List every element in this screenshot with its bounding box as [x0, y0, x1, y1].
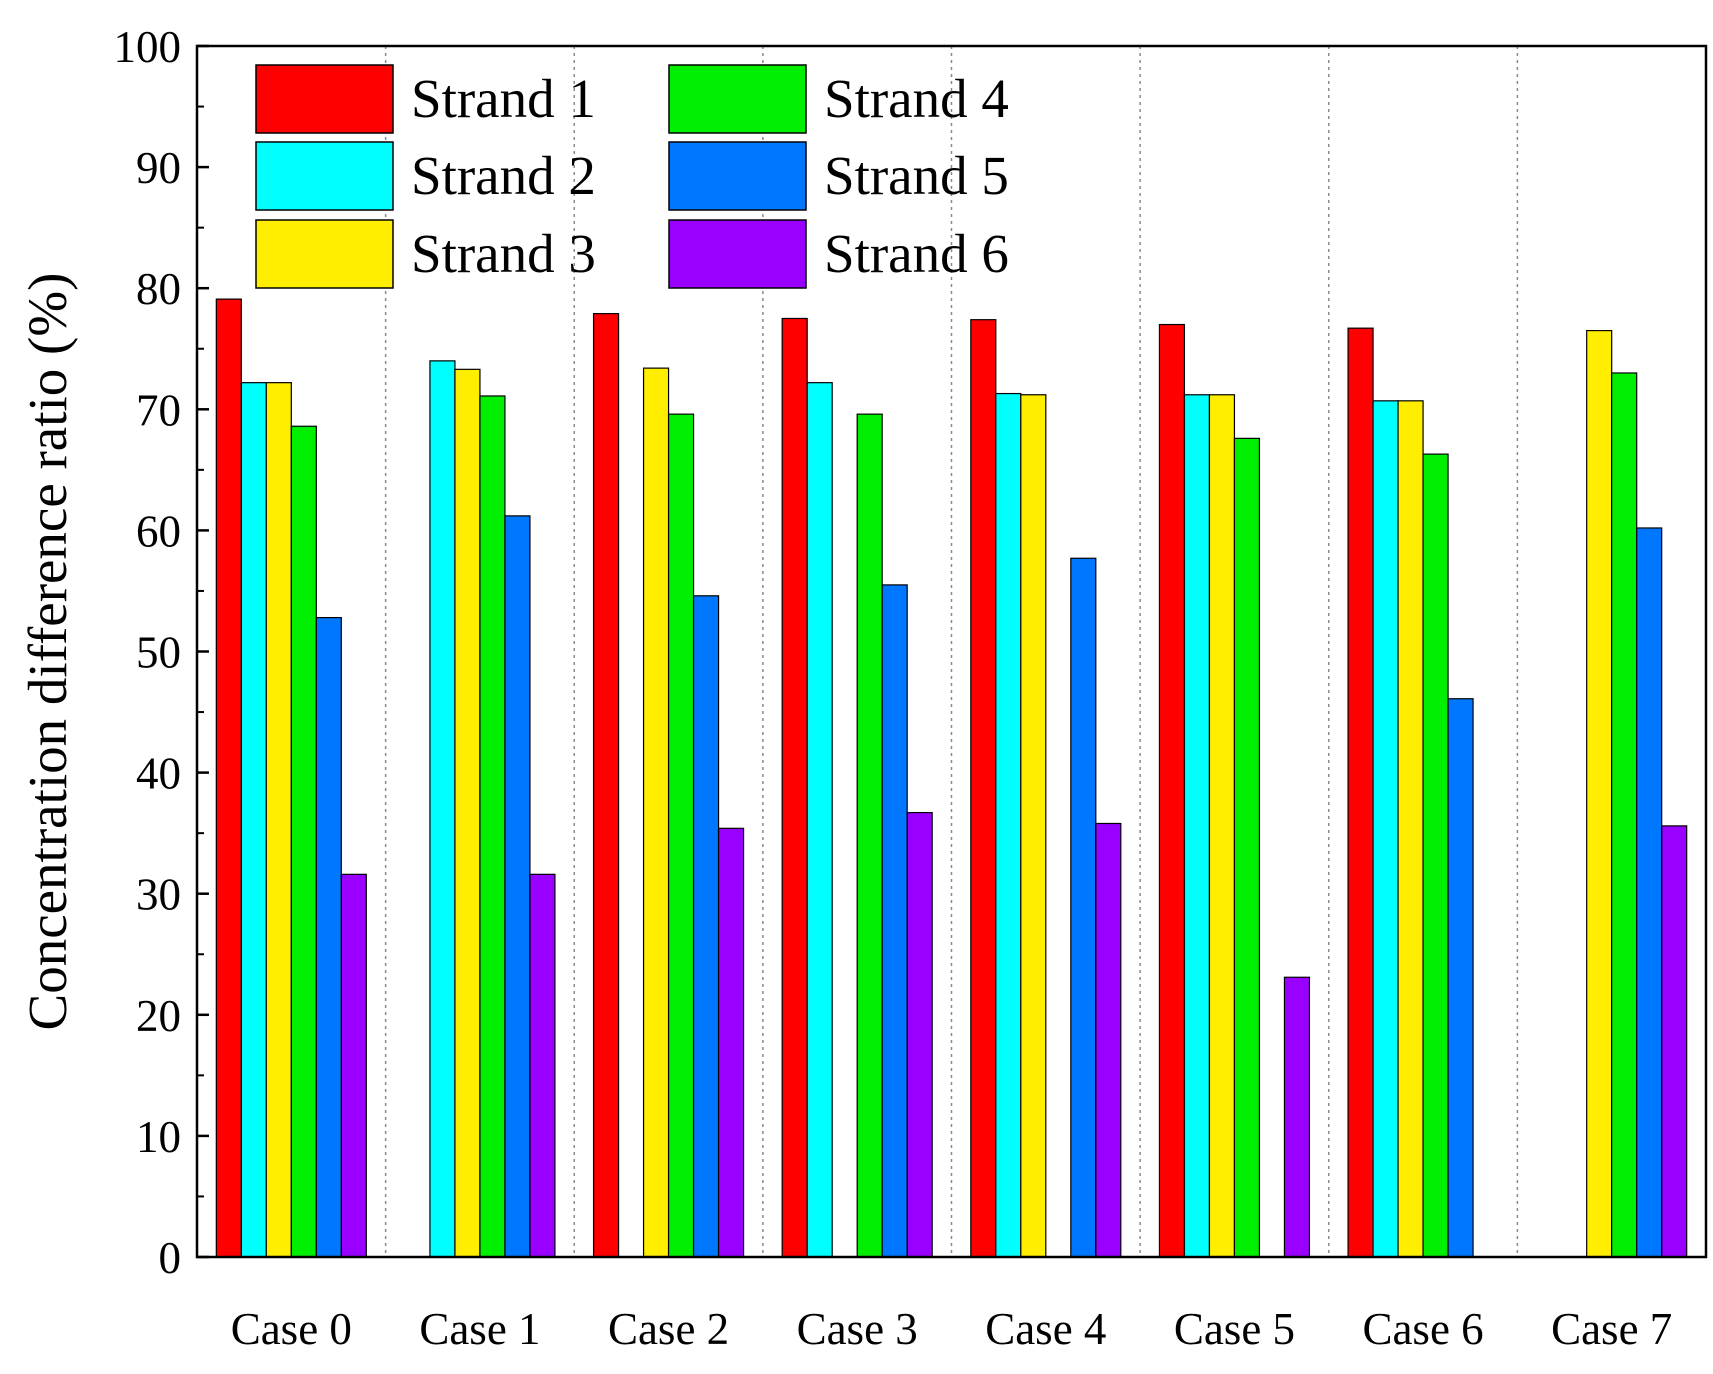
bar-strand-3-case-7	[1586, 329, 1613, 1258]
bar-strand-6-case-4	[1095, 822, 1122, 1258]
bar-strand-5-case-2	[692, 595, 720, 1258]
legend-swatch	[668, 64, 807, 134]
bar-strand-4-case-1	[479, 395, 506, 1258]
legend-label: Strand 1	[411, 68, 596, 129]
bar-strand-1-case-0	[215, 298, 242, 1258]
x-tick-label: Case 5	[1174, 1304, 1295, 1354]
bar-strand-4-case-7	[1611, 372, 1638, 1258]
x-tick-label: Case 7	[1551, 1304, 1672, 1354]
bar-strand-5-case-0	[315, 616, 342, 1258]
legend-label: Strand 3	[411, 223, 596, 284]
bar-strand-4-case-0	[290, 425, 317, 1258]
legend-swatch	[255, 141, 394, 211]
y-tick-label: 0	[159, 1233, 182, 1283]
y-tick-label: 90	[136, 143, 181, 193]
bar-strand-1-case-6	[1347, 327, 1374, 1258]
y-tick-label: 40	[136, 749, 181, 799]
bar-strand-2-case-1	[429, 360, 456, 1258]
bar-strand-2-case-5	[1183, 394, 1211, 1258]
axis-layer: 0 10 20 30 40 50 60 70 80 90 100 Case 0 Case 1 Case 2…	[17, 22, 1708, 1354]
bar-strand-6-case-7	[1661, 825, 1688, 1258]
bar-strand-3-case-4	[1020, 394, 1047, 1258]
legend-label: Strand 5	[824, 145, 1009, 206]
bar-strand-5-case-1	[504, 515, 531, 1258]
bar-layer	[215, 298, 1688, 1258]
bar-strand-6-case-1	[529, 873, 556, 1258]
bar-strand-1-case-3	[781, 317, 808, 1258]
y-tick-label: 30	[136, 870, 181, 920]
bar-strand-2-case-6	[1372, 400, 1399, 1258]
bar-strand-5-case-3	[881, 584, 908, 1258]
x-tick-label: Case 2	[608, 1304, 729, 1354]
legend: Strand 1 Strand 2 Strand 3 Strand 4 Strand 5…	[255, 64, 1009, 289]
bar-strand-3-case-1	[454, 368, 481, 1258]
bar-strand-1-case-5	[1158, 323, 1186, 1258]
bar-strand-2-case-4	[995, 392, 1022, 1258]
x-tick-label: Case 1	[419, 1304, 540, 1354]
legend-item: Strand 4	[668, 64, 1009, 134]
y-tick-label: 60	[136, 506, 181, 556]
bar-strand-6-case-5	[1283, 976, 1311, 1258]
bar-strand-3-case-5	[1208, 394, 1236, 1258]
legend-label: Strand 4	[824, 68, 1009, 129]
bar-strand-5-case-4	[1070, 557, 1097, 1258]
bar-strand-6-case-2	[717, 827, 745, 1258]
x-tick-label: Case 3	[797, 1304, 918, 1354]
legend-label: Strand 2	[411, 145, 596, 206]
legend-swatch	[255, 64, 394, 134]
grid-layer	[384, 46, 1519, 1257]
x-tick-label: Case 4	[985, 1304, 1106, 1354]
bar-strand-6-case-3	[906, 811, 933, 1258]
bar-strand-3-case-6	[1397, 400, 1424, 1258]
bar-strand-1-case-4	[970, 319, 997, 1258]
bar-strand-4-case-5	[1233, 437, 1261, 1258]
y-tick-label: 50	[136, 628, 181, 678]
bar-strand-3-case-0	[265, 382, 292, 1258]
bar-strand-2-case-0	[240, 382, 267, 1258]
y-axis-title: Concentration difference ratio (%)	[17, 273, 78, 1031]
y-tick-label: 100	[114, 22, 182, 72]
legend-swatch	[668, 219, 807, 289]
bar-strand-3-case-2	[642, 367, 670, 1258]
bar-strand-5-case-6	[1447, 698, 1474, 1258]
y-tick-label: 70	[136, 385, 181, 435]
x-tick-label: Case 6	[1362, 1304, 1483, 1354]
x-tick-label: Case 0	[231, 1304, 352, 1354]
bar-strand-2-case-3	[806, 382, 833, 1258]
bar-strand-6-case-0	[340, 873, 367, 1258]
bar-strand-4-case-2	[667, 413, 695, 1258]
bar-strand-1-case-2	[592, 313, 620, 1258]
legend-item: Strand 2	[255, 141, 596, 211]
bar-strand-4-case-6	[1422, 453, 1449, 1258]
y-tick-label: 10	[136, 1112, 181, 1162]
legend-label: Strand 6	[824, 223, 1009, 284]
legend-item: Strand 1	[255, 64, 596, 134]
legend-item: Strand 5	[668, 141, 1009, 211]
legend-item: Strand 3	[255, 219, 596, 289]
legend-swatch	[255, 219, 394, 289]
legend-swatch	[668, 141, 807, 211]
y-tick-label: 80	[136, 264, 181, 314]
y-tick-label: 20	[136, 991, 181, 1041]
bar-strand-4-case-3	[856, 413, 883, 1258]
bar-strand-5-case-7	[1636, 527, 1663, 1258]
legend-item: Strand 6	[668, 219, 1009, 289]
